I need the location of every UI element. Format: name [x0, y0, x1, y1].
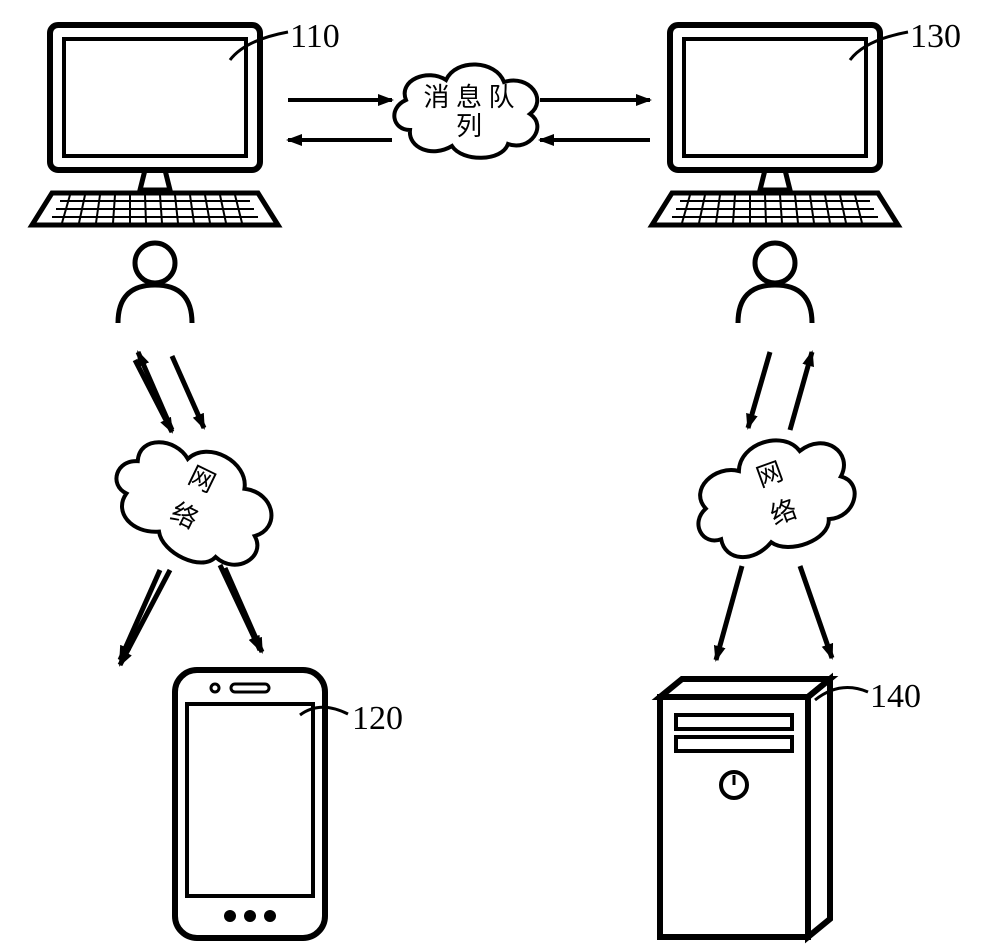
computer-node-110	[32, 25, 278, 323]
computer-node-130	[652, 25, 898, 323]
smartphone-node-120	[175, 670, 325, 938]
message-queue-label: 消 息 队 列	[414, 84, 524, 141]
label-110: 110	[290, 18, 340, 56]
left-network-arrows	[175, 350, 206, 418]
label-130: 130	[910, 18, 961, 56]
label-120: 120	[352, 700, 403, 738]
server-node-140	[660, 679, 830, 937]
label-140: 140	[870, 678, 921, 716]
